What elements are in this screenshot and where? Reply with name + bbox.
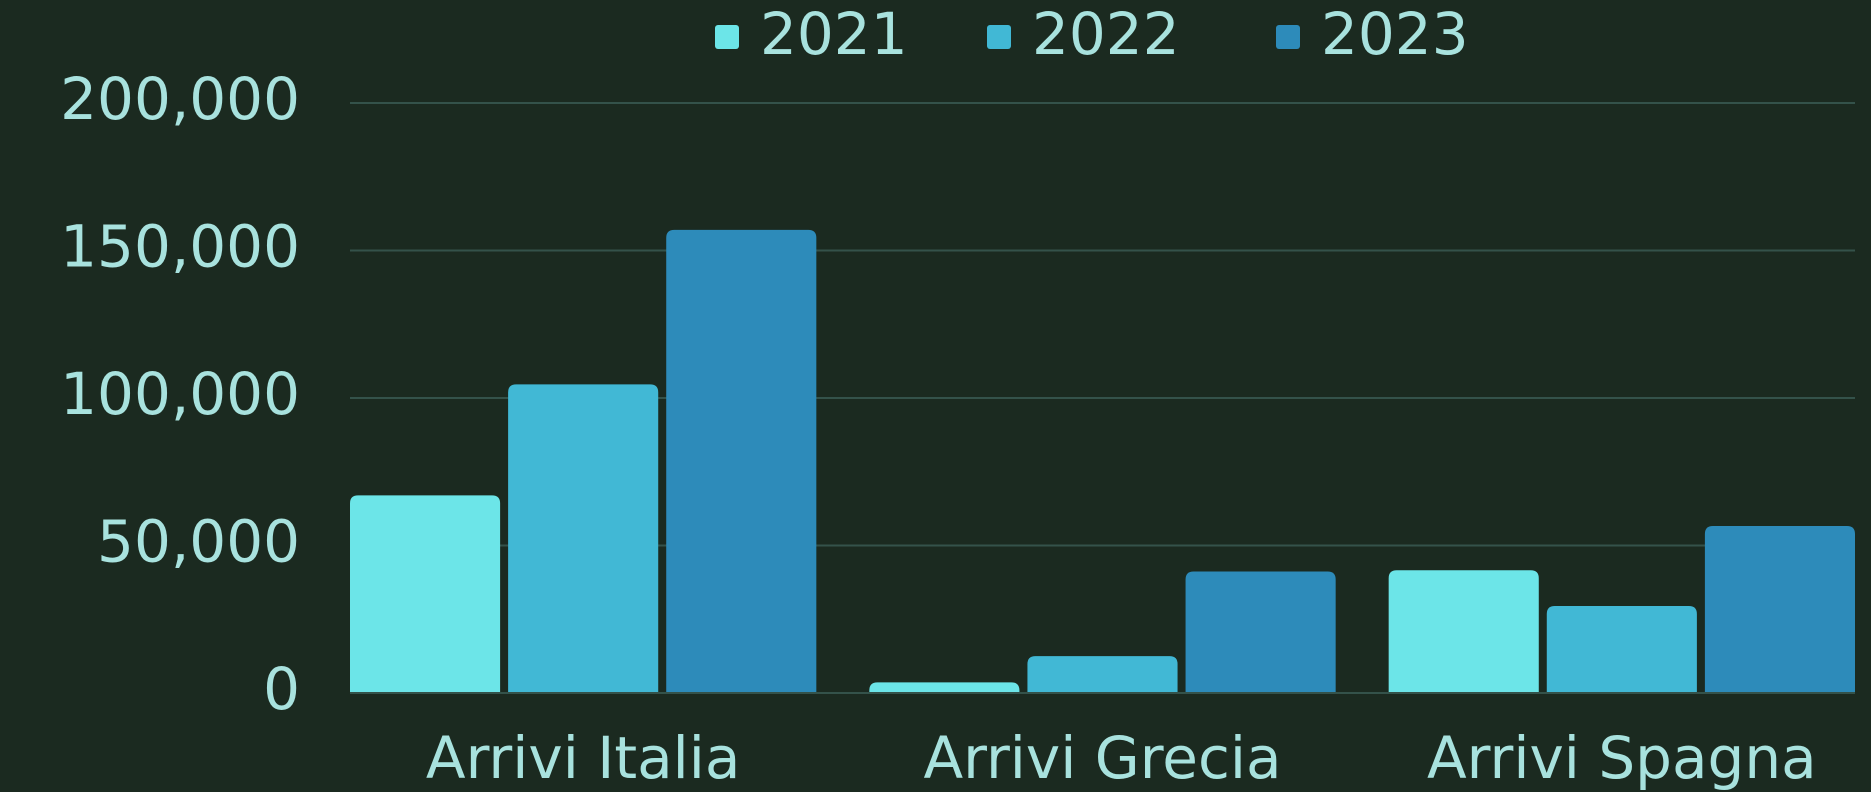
- x-tick-label: Arrivi Spagna: [1427, 724, 1817, 792]
- legend-label: 2021: [760, 0, 908, 68]
- bar: [869, 682, 1020, 693]
- bar: [508, 384, 659, 693]
- legend-label: 2023: [1321, 0, 1469, 68]
- bar: [350, 495, 501, 693]
- legend-label: 2022: [1032, 0, 1180, 68]
- legend-swatch: [987, 25, 1011, 49]
- y-tick-label: 200,000: [60, 65, 300, 133]
- y-tick-label: 50,000: [97, 508, 300, 576]
- y-tick-label: 150,000: [60, 213, 300, 281]
- legend-swatch: [715, 25, 739, 49]
- y-tick-label: 0: [263, 655, 300, 723]
- bar: [1027, 656, 1178, 693]
- bar: [666, 229, 817, 693]
- y-tick-label: 100,000: [60, 360, 300, 428]
- bar: [1388, 570, 1539, 693]
- bar: [1704, 526, 1855, 693]
- x-tick-label: Arrivi Grecia: [923, 724, 1281, 792]
- x-tick-label: Arrivi Italia: [426, 724, 741, 792]
- bar: [1185, 571, 1336, 693]
- bar: [1546, 605, 1697, 693]
- legend-swatch: [1276, 25, 1300, 49]
